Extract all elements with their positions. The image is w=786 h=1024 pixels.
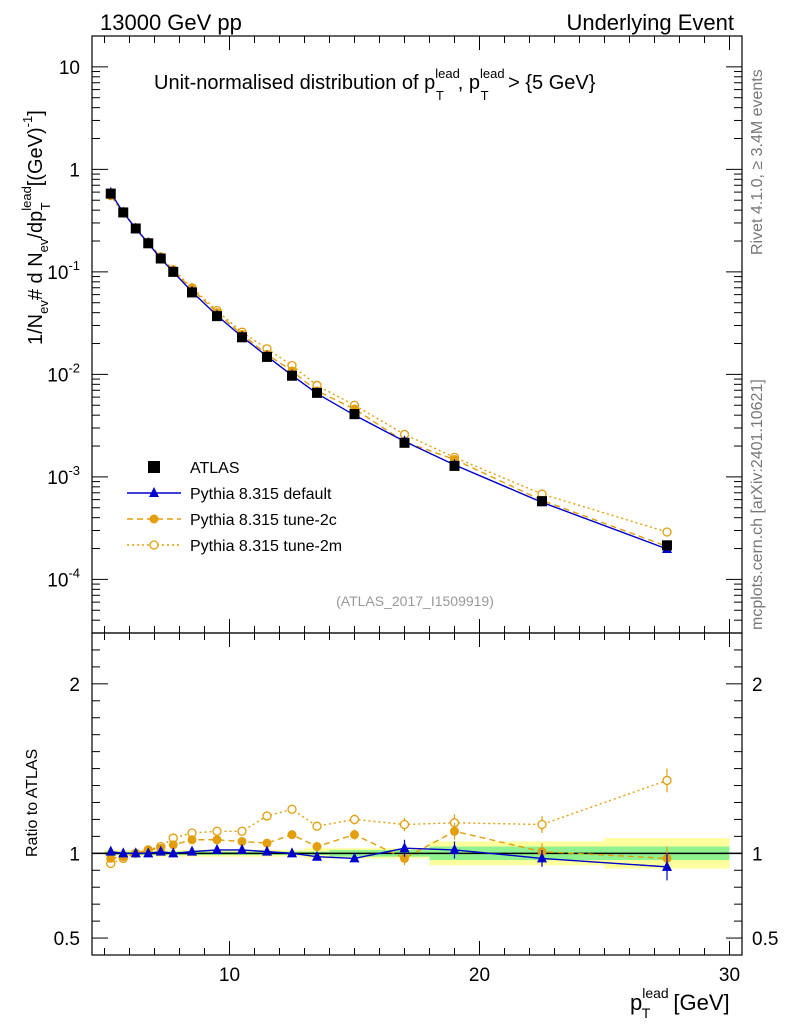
data-point xyxy=(537,496,547,507)
ratio-y-tick-label: 1 xyxy=(69,844,80,865)
ratio-point xyxy=(168,840,178,850)
analysis-label: (ATLAS_2017_I1509919) xyxy=(336,593,494,609)
data-point xyxy=(187,287,197,298)
ratio-point xyxy=(349,852,360,863)
legend-marker xyxy=(149,514,159,524)
ratio-point xyxy=(662,775,672,786)
ratio-point xyxy=(287,847,297,858)
ratio-y-tick-label: 0.5 xyxy=(54,929,80,950)
ratio-point xyxy=(212,826,222,836)
legend-label: Pythia 8.315 tune-2c xyxy=(190,512,337,529)
data-point xyxy=(130,223,141,234)
header-left: 13000 GeV pp xyxy=(100,10,242,35)
legend-label: Pythia 8.315 tune-2m xyxy=(190,538,342,555)
ratio-point xyxy=(262,838,272,848)
y-tick-label: 10-1 xyxy=(47,258,80,284)
data-point xyxy=(118,207,129,218)
ratio-point xyxy=(350,830,359,840)
y-tick-label: 10 xyxy=(59,58,80,79)
ratio-y-axis-label: Ratio to ATLAS xyxy=(24,749,41,857)
ratio-point xyxy=(449,843,460,854)
x-tick-label: 10 xyxy=(219,965,240,986)
ratio-point xyxy=(212,843,222,854)
ratio-point xyxy=(312,842,322,852)
ratio-point xyxy=(187,835,197,845)
data-point xyxy=(262,351,272,362)
y-tick-label: 10-4 xyxy=(47,565,80,591)
y-tick-label: 10-2 xyxy=(47,360,80,386)
ratio-y-tick-label-right: 1 xyxy=(752,844,763,865)
x-tick-label: 20 xyxy=(469,965,490,986)
data-point xyxy=(212,311,222,322)
ratio-point xyxy=(450,826,459,836)
ratio-point xyxy=(287,804,297,814)
ratio-point xyxy=(662,860,672,871)
legend-label: Pythia 8.315 default xyxy=(190,486,332,503)
data-point xyxy=(312,387,322,398)
data-point xyxy=(237,332,247,343)
data-point xyxy=(449,460,460,471)
ratio-point xyxy=(187,845,197,856)
ratio-point xyxy=(106,853,116,863)
legend: ATLAS Pythia 8.315 default Pythia 8.315 tu… xyxy=(127,460,342,555)
y-tick-label: 1 xyxy=(69,160,80,181)
y-tick-label: 10-3 xyxy=(47,463,80,489)
ratio-point xyxy=(399,819,410,830)
ratio-point xyxy=(168,847,179,858)
data-point xyxy=(287,370,297,381)
data-point xyxy=(662,527,672,537)
main-series-layer xyxy=(105,186,672,553)
x-axis-label: plead T [GeV] xyxy=(630,985,730,1021)
ratio-y-tick-label-right: 0.5 xyxy=(752,929,778,950)
data-point xyxy=(399,437,410,448)
y-axis-label: 1/Nev# d Nev/dplead T[(GeV)-1] xyxy=(19,110,53,345)
ratio-point xyxy=(237,826,247,836)
ratio-point xyxy=(130,847,141,858)
ratio-point xyxy=(287,830,297,840)
ratio-point xyxy=(349,814,360,825)
header-right: Underlying Event xyxy=(566,10,734,35)
ratio-point xyxy=(312,850,322,861)
series-line-3 xyxy=(110,195,668,533)
legend-marker xyxy=(149,487,159,497)
ratio-point xyxy=(399,842,410,853)
ratio-point xyxy=(237,836,247,846)
ratio-y-tick-label: 2 xyxy=(69,675,80,696)
ratio-point xyxy=(537,819,547,830)
plot-title: Unit-normalised distribution of plead T, … xyxy=(154,66,596,103)
data-point xyxy=(105,188,116,199)
ratio-series-layer xyxy=(105,768,672,881)
ratio-frame xyxy=(91,632,743,956)
data-point xyxy=(168,266,179,277)
ratio-point xyxy=(262,811,272,821)
x-tick-label: 30 xyxy=(719,965,740,986)
ratio-point xyxy=(105,845,116,856)
legend-marker xyxy=(148,461,160,473)
main-axes: 10 1 10-1 10-2 10-3 10-4 xyxy=(47,35,742,634)
ratio-point xyxy=(262,845,272,856)
ratio-point xyxy=(237,843,247,854)
ratio-point xyxy=(537,852,547,863)
legend-marker xyxy=(149,540,159,550)
data-point xyxy=(662,540,672,551)
legend-label: ATLAS xyxy=(190,460,240,477)
data-point xyxy=(349,409,360,420)
ratio-y-tick-label-right: 2 xyxy=(752,675,763,696)
data-point xyxy=(155,253,166,264)
ratio-point xyxy=(312,821,322,831)
ratio-point xyxy=(212,835,222,845)
data-point xyxy=(143,238,154,249)
ratio-point xyxy=(155,845,166,856)
ratio-point xyxy=(143,847,154,858)
mcplots-label: mcplots.cern.ch [arXiv:2401.10621] xyxy=(749,379,766,630)
rivet-label: Rivet 4.1.0, ≥ 3.4M events xyxy=(749,69,766,255)
ratio-axes: 10 20 30 2 2 1 1 0.5 0.5 xyxy=(54,633,778,986)
ratio-point xyxy=(400,853,409,863)
ratio-point xyxy=(118,847,129,858)
